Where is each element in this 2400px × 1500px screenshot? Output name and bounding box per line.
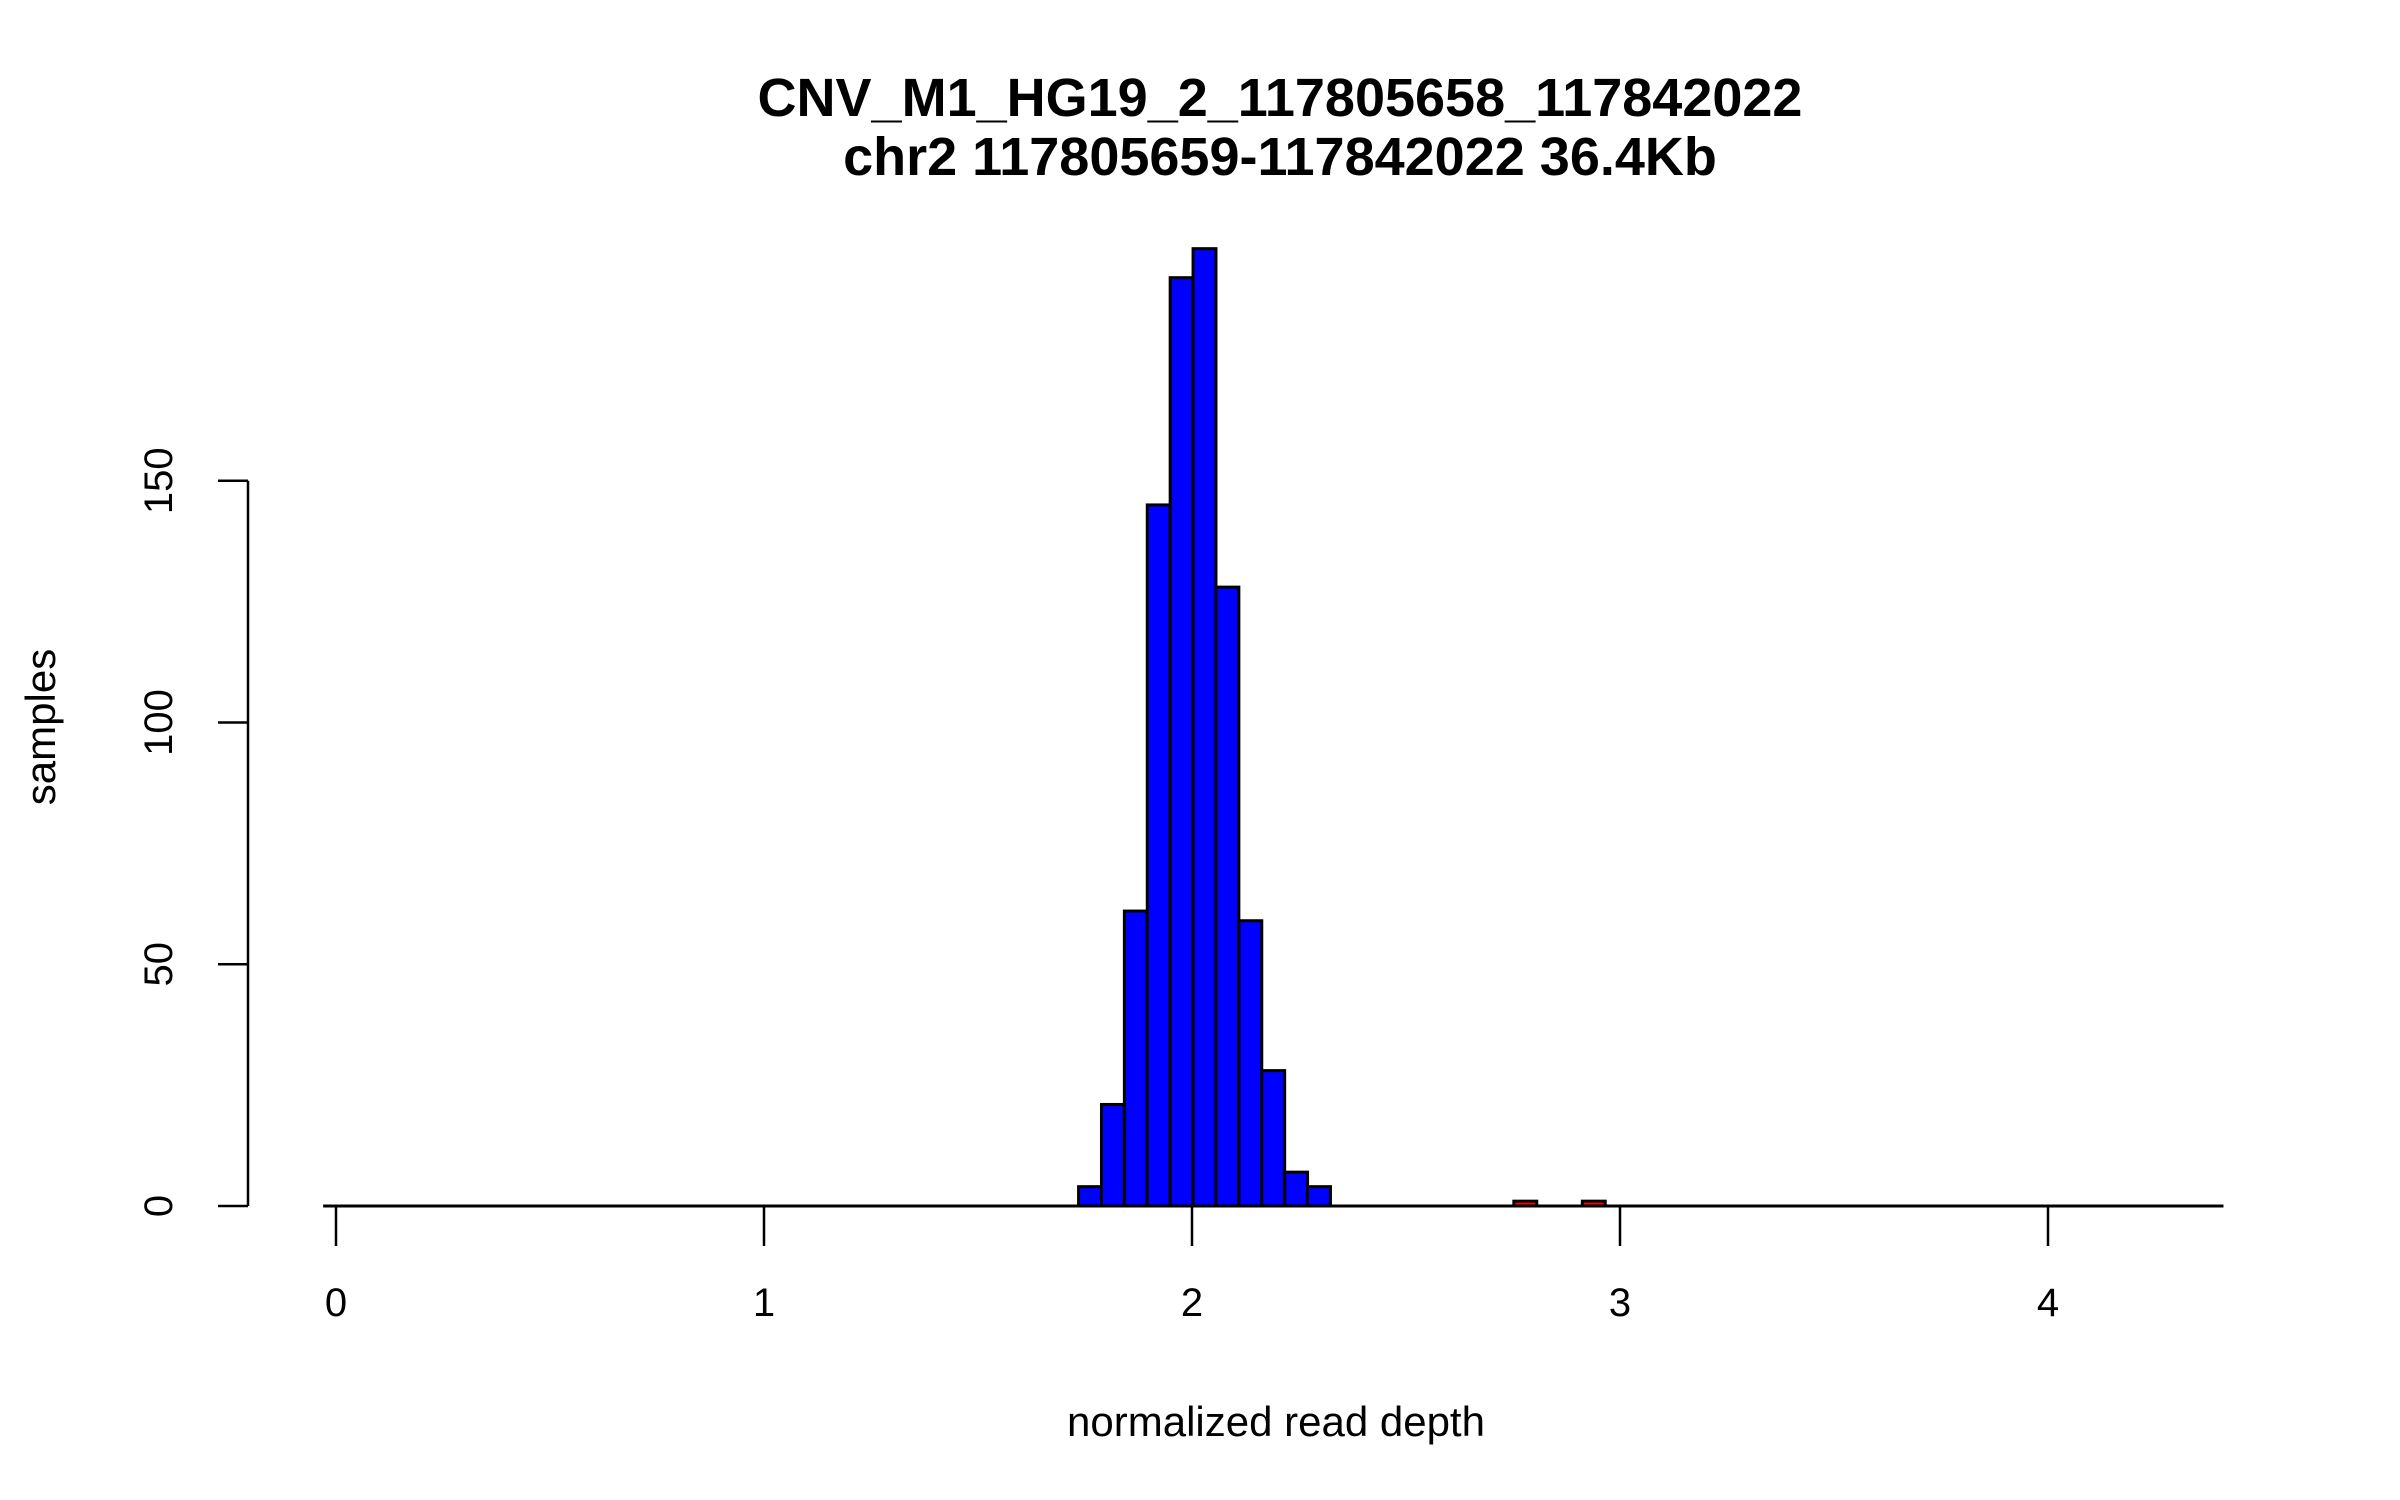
- histogram-bar-main: [1077, 1185, 1103, 1208]
- y-axis-label: samples: [17, 649, 64, 805]
- histogram-bar-main: [1260, 1069, 1287, 1208]
- histogram-bar-main: [1283, 1170, 1310, 1208]
- x-tick-label: 4: [2037, 1281, 2059, 1325]
- histogram-bar-main: [1237, 919, 1264, 1208]
- histogram-bar-main: [1145, 503, 1172, 1208]
- chart-title: CNV_M1_HG19_2_117805658_117842022: [758, 68, 1803, 128]
- histogram-bar-main: [1306, 1185, 1332, 1208]
- histogram-bar-main: [1191, 247, 1218, 1208]
- histogram-bar-main: [1168, 276, 1195, 1208]
- bars: [323, 247, 2224, 1208]
- y-tick-label: 150: [137, 447, 181, 514]
- histogram-bar-outliers: [1580, 1199, 1607, 1208]
- chart-subtitle: chr2 117805659-117842022 36.4Kb: [843, 127, 1717, 187]
- x-axis: 0 1 2 3 4: [325, 1206, 2059, 1325]
- x-axis-label: normalized read depth: [1067, 1398, 1485, 1445]
- histogram-bar-outliers: [1512, 1199, 1539, 1208]
- y-tick-label: 50: [137, 942, 181, 987]
- y-tick-label: 0: [137, 1195, 181, 1217]
- x-tick-label: 2: [1181, 1281, 1203, 1325]
- x-tick-label: 3: [1609, 1281, 1631, 1325]
- histogram-bar-main: [1122, 909, 1149, 1208]
- x-tick-label: 0: [325, 1281, 347, 1325]
- x-tick-label: 1: [753, 1281, 775, 1325]
- histogram-bar-main: [1214, 585, 1241, 1208]
- y-tick-label: 100: [137, 689, 181, 756]
- histogram-bar-main: [1099, 1102, 1126, 1208]
- y-axis: 0 50 100 150: [137, 447, 250, 1217]
